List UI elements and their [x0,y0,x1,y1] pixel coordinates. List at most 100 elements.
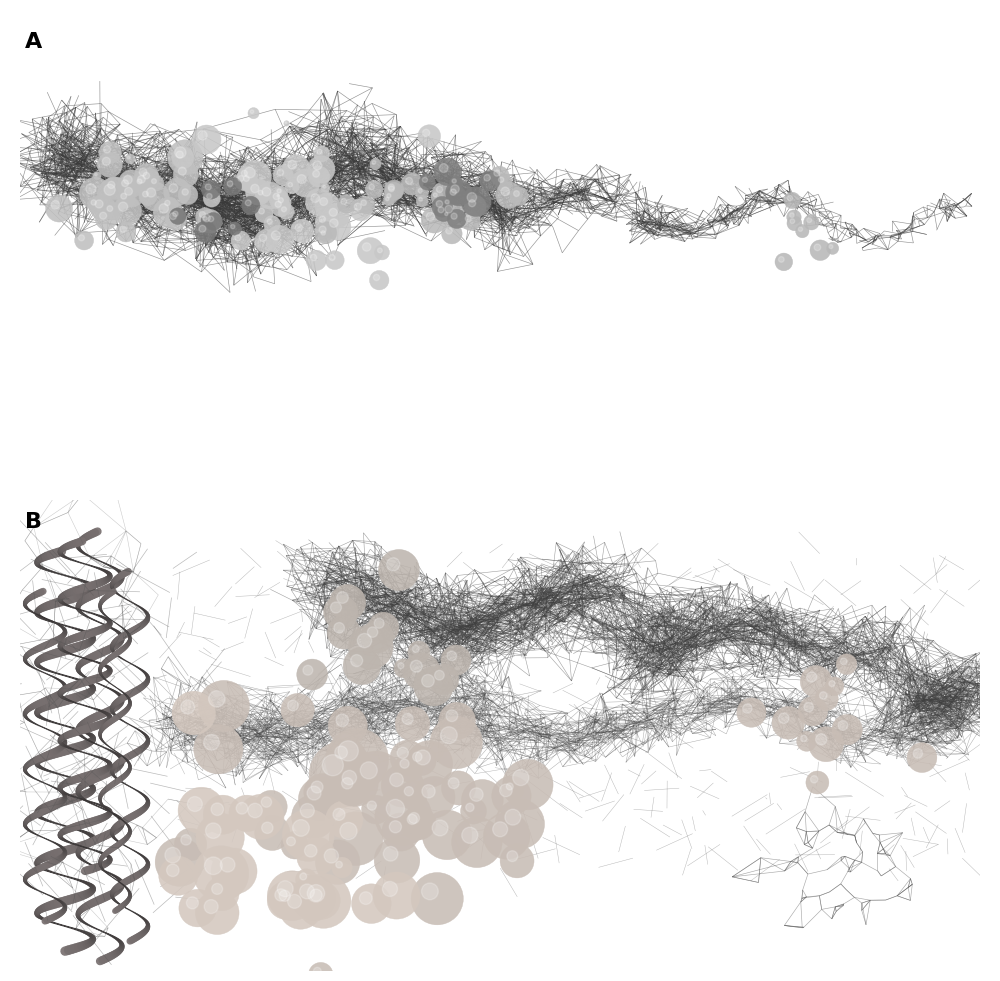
Circle shape [440,200,464,225]
Circle shape [401,808,432,840]
Circle shape [238,160,271,194]
Circle shape [155,838,204,887]
Circle shape [367,801,376,810]
Circle shape [204,735,219,750]
Circle shape [306,250,326,271]
Circle shape [419,197,422,201]
Circle shape [274,186,288,199]
Circle shape [450,189,456,195]
Circle shape [179,890,216,927]
Circle shape [141,182,169,211]
Circle shape [398,662,404,669]
Circle shape [496,181,522,208]
Circle shape [342,770,357,785]
Circle shape [461,212,480,231]
Circle shape [203,190,220,207]
Circle shape [245,200,251,206]
Circle shape [288,182,292,187]
Circle shape [422,178,428,182]
Circle shape [422,810,472,859]
Circle shape [311,194,320,202]
Circle shape [285,122,287,124]
Circle shape [318,228,332,241]
Circle shape [304,774,341,810]
Circle shape [192,125,221,154]
Circle shape [350,751,403,804]
Circle shape [438,207,444,213]
Circle shape [168,139,203,175]
Circle shape [281,207,287,212]
Circle shape [211,803,224,815]
Circle shape [164,179,191,206]
Circle shape [176,151,183,158]
Circle shape [255,815,290,851]
Circle shape [205,184,211,190]
Circle shape [117,176,139,197]
Circle shape [350,199,372,221]
Circle shape [440,727,457,744]
Circle shape [337,195,355,213]
Circle shape [836,654,857,675]
Circle shape [170,213,176,220]
Circle shape [143,191,148,197]
Circle shape [370,158,381,170]
Circle shape [165,200,170,206]
Circle shape [329,811,383,865]
Circle shape [784,192,800,209]
Circle shape [507,851,518,861]
Circle shape [422,883,438,900]
Circle shape [234,172,252,190]
Circle shape [211,849,257,895]
Circle shape [127,156,130,159]
Circle shape [502,779,524,800]
Circle shape [388,185,394,191]
Circle shape [302,882,340,919]
Circle shape [244,167,255,178]
Circle shape [97,152,122,178]
Circle shape [204,213,222,231]
Circle shape [369,271,389,290]
Circle shape [259,234,267,241]
Circle shape [329,208,337,217]
Circle shape [51,200,60,209]
Circle shape [122,180,129,186]
Circle shape [102,157,110,166]
Circle shape [315,212,335,232]
Circle shape [273,165,293,185]
Circle shape [272,883,307,918]
Circle shape [394,659,413,678]
Circle shape [419,174,435,190]
Circle shape [118,170,145,197]
Circle shape [327,738,366,778]
Circle shape [461,799,486,824]
Circle shape [138,176,145,183]
Circle shape [378,549,419,591]
Circle shape [913,749,923,758]
Circle shape [275,194,291,211]
Circle shape [436,200,443,207]
Circle shape [174,828,207,860]
Circle shape [199,226,206,232]
Circle shape [409,812,420,823]
Circle shape [804,702,813,712]
Circle shape [321,183,330,192]
Circle shape [402,713,413,724]
Text: B: B [25,512,42,533]
Circle shape [810,776,818,783]
Circle shape [198,130,207,140]
Circle shape [407,814,417,824]
Circle shape [442,224,462,244]
Circle shape [169,183,178,192]
Circle shape [328,706,367,746]
Circle shape [238,167,256,185]
Circle shape [408,641,430,663]
Circle shape [446,185,466,205]
Circle shape [775,253,793,271]
Circle shape [181,700,195,714]
Circle shape [787,216,802,231]
Circle shape [201,214,213,226]
Circle shape [357,634,372,647]
Circle shape [167,864,179,877]
Circle shape [445,205,453,213]
Circle shape [152,179,156,183]
